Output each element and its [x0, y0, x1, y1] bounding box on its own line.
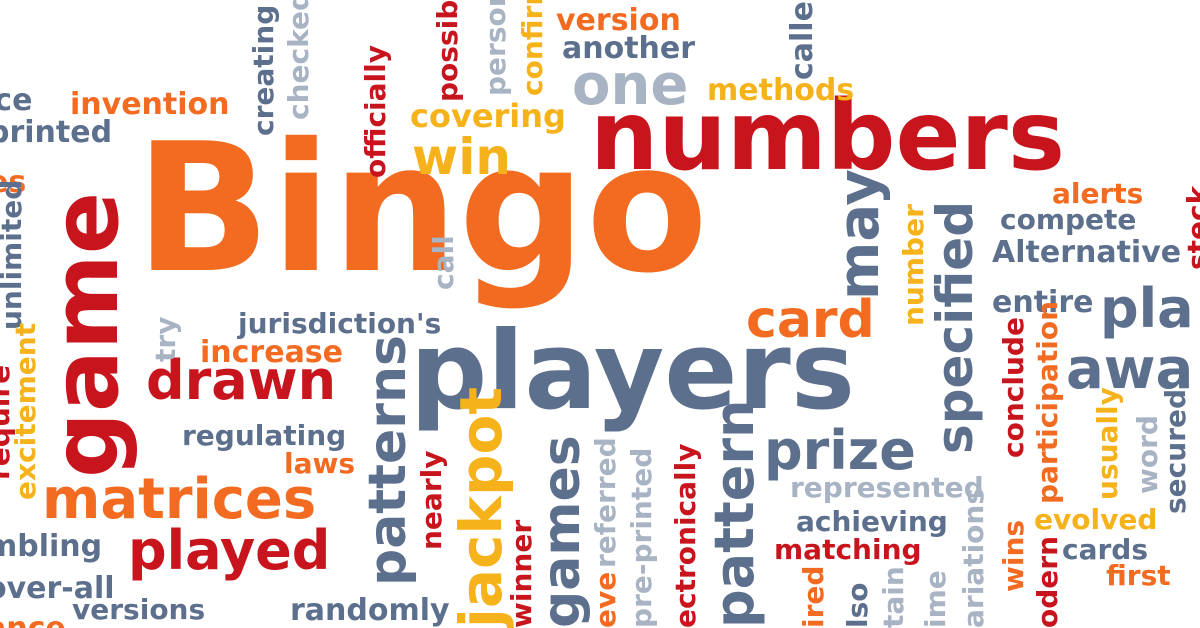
word-one: one	[572, 53, 689, 118]
word-awa: awa	[1066, 337, 1194, 402]
word-require: require	[0, 364, 16, 480]
word-nearly: nearly	[415, 450, 448, 550]
word-jackpot: jackpot	[447, 386, 515, 628]
word-covering: covering	[410, 97, 566, 135]
word-secured: secured	[1159, 388, 1192, 514]
word-matching: matching	[774, 533, 922, 566]
word-games: games	[532, 435, 592, 628]
word-word: word	[1131, 415, 1164, 494]
word-game: game	[32, 191, 139, 478]
word-lso: lso	[841, 582, 874, 628]
word-jurisdictions: jurisdiction's	[238, 307, 442, 340]
word-alternative: Alternative	[992, 235, 1182, 270]
word-person: person	[479, 0, 512, 96]
word-printed: printed	[0, 115, 113, 150]
word-preprinted: pre-printed	[625, 447, 658, 628]
word-confirm: confirm	[516, 0, 549, 96]
word-referred: referred	[589, 437, 622, 568]
word-alerts: alerts	[1052, 177, 1144, 210]
word-unlimited: unlimited	[0, 179, 28, 330]
word-invention: invention	[70, 87, 230, 122]
word-conclude: conclude	[997, 317, 1030, 458]
word-version: version	[556, 3, 681, 38]
word-players: players	[410, 309, 856, 434]
word-another: another	[562, 31, 696, 66]
word-pattern: pattern	[703, 399, 766, 628]
word-officially: officially	[359, 45, 392, 178]
word-ance: ance	[0, 614, 66, 628]
word-first: first	[1106, 559, 1171, 592]
word-steck: steck	[1181, 185, 1200, 270]
word-entire: entire	[992, 285, 1094, 320]
word-card: card	[746, 290, 875, 350]
word-ice: ice	[0, 83, 33, 118]
word-patterns: patterns	[358, 335, 418, 586]
word-mbling: mbling	[0, 529, 103, 564]
word-compete: compete	[1000, 203, 1137, 236]
word-randomly: randomly	[290, 593, 450, 628]
word-es: es	[0, 165, 27, 200]
word-evolved: evolved	[1034, 503, 1158, 536]
word-played: played	[128, 519, 331, 582]
word-achieving: achieving	[796, 505, 948, 538]
word-eve: eve	[589, 571, 622, 628]
word-drawn: drawn	[146, 349, 337, 412]
word-number: number	[897, 204, 930, 326]
word-odern: odern	[1031, 535, 1064, 628]
word-ired: ired	[797, 565, 830, 628]
word-win: win	[412, 128, 511, 186]
word-tain: tain	[877, 566, 910, 628]
word-call: call	[427, 235, 460, 290]
word-regulating: regulating	[182, 419, 347, 452]
word-versions: versions	[72, 593, 206, 626]
word-matrices: matrices	[42, 467, 317, 532]
word-bingo: Bingo	[135, 105, 709, 312]
word-increase: increase	[200, 335, 344, 370]
word-possible: possible	[431, 0, 464, 102]
word-participation: participation	[1031, 300, 1064, 504]
word-caller: caller	[785, 0, 820, 80]
word-creating: creating	[247, 4, 280, 136]
word-cards: cards	[1062, 533, 1149, 566]
word-methods: methods	[707, 73, 855, 108]
word-numbers: numbers	[590, 80, 1066, 192]
word-usually: usually	[1091, 387, 1124, 500]
word-represented: represented	[790, 471, 984, 504]
word-excitement: excitement	[9, 322, 42, 500]
word-electronically: ectronically	[669, 443, 702, 628]
word-prize: prize	[764, 419, 916, 482]
word-pla: pla	[1100, 277, 1194, 340]
word-ime: ime	[919, 570, 952, 628]
word-specified: specified	[926, 200, 984, 454]
word-ariations: ariations	[957, 487, 990, 628]
word-checked: checked	[282, 0, 315, 120]
word-laws: laws	[284, 447, 356, 480]
word-wins: wins	[997, 519, 1030, 592]
word-overall: over-all	[0, 571, 115, 606]
word-may: may	[827, 169, 892, 300]
word-try: try	[149, 316, 182, 362]
